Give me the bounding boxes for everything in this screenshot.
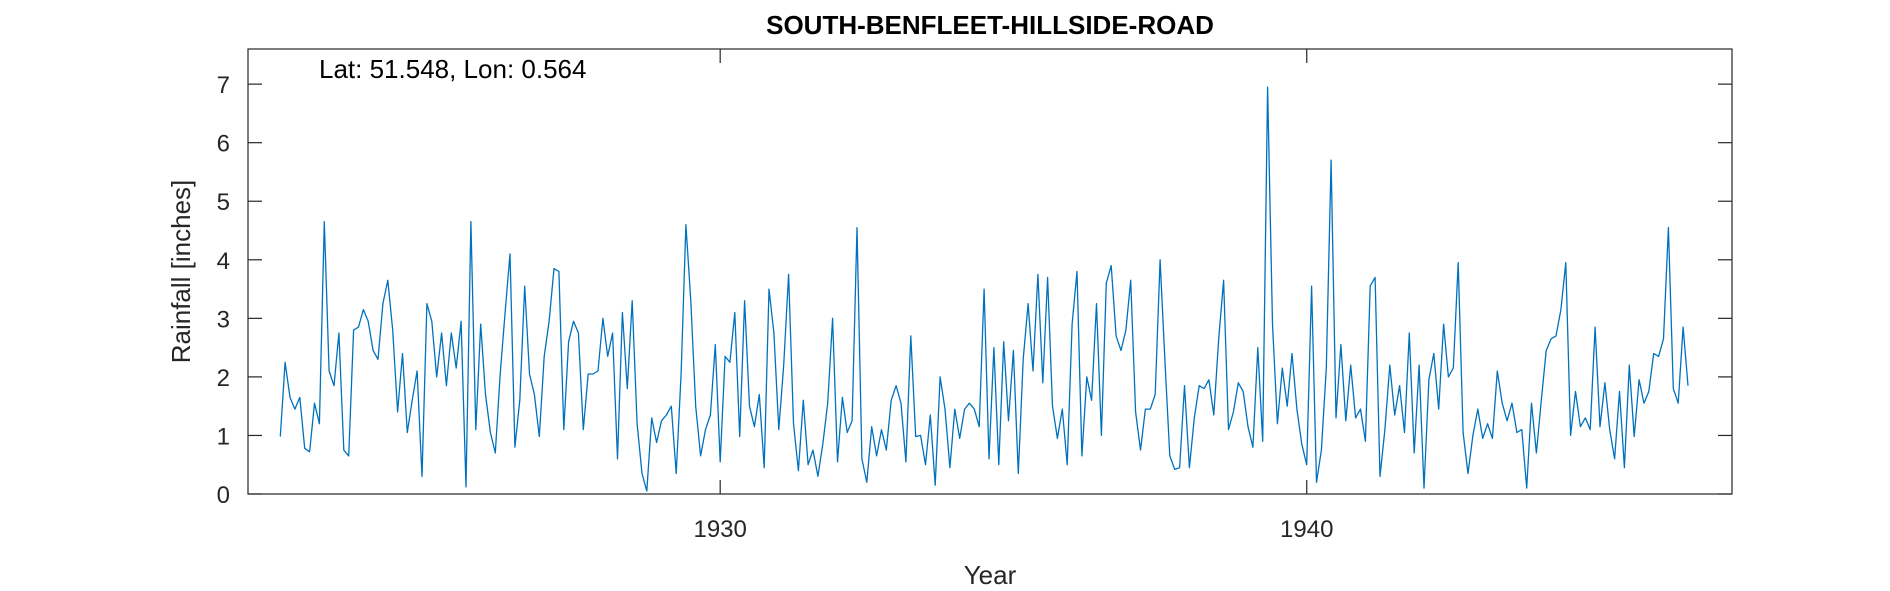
tick-marks xyxy=(248,49,1732,495)
y-tick-label-4: 4 xyxy=(217,248,230,275)
y-tick-label-1: 1 xyxy=(217,423,230,450)
tick-labels: 0 1 2 3 4 5 6 7 1930 1940 xyxy=(217,72,1334,543)
y-tick-label-5: 5 xyxy=(217,189,230,216)
x-axis-label: Year xyxy=(964,560,1017,590)
y-tick-label-6: 6 xyxy=(217,131,230,158)
location-annotation: Lat: 51.548, Lon: 0.564 xyxy=(319,54,586,84)
y-axis-label: Rainfall [inches] xyxy=(166,180,196,364)
x-tick-label-1930: 1930 xyxy=(693,516,746,543)
y-tick-label-0: 0 xyxy=(217,482,230,509)
y-tick-label-7: 7 xyxy=(217,72,230,99)
rainfall-series-line xyxy=(279,86,1689,492)
plot-area xyxy=(247,48,1733,495)
x-tick-label-1940: 1940 xyxy=(1280,516,1333,543)
chart-title: SOUTH-BENFLEET-HILLSIDE-ROAD xyxy=(766,10,1214,40)
y-tick-label-3: 3 xyxy=(217,306,230,333)
y-tick-label-2: 2 xyxy=(217,365,230,392)
